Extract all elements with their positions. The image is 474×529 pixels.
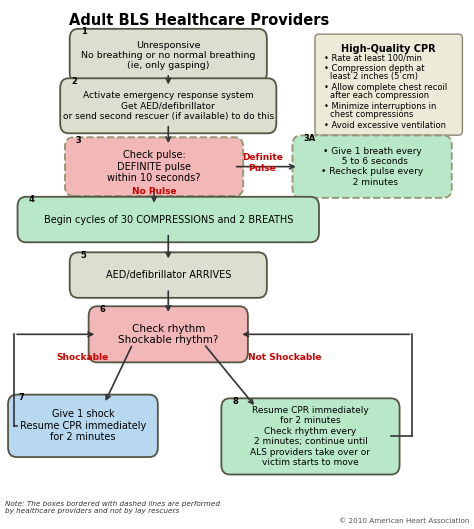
FancyBboxPatch shape [292,135,452,198]
Text: 5: 5 [81,251,86,260]
FancyBboxPatch shape [65,137,243,196]
FancyBboxPatch shape [70,29,267,82]
Text: least 2 inches (5 cm): least 2 inches (5 cm) [330,72,418,81]
Text: Activate emergency response system
Get AED/defibrillator
or send second rescuer : Activate emergency response system Get A… [63,91,274,121]
Text: Begin cycles of 30 COMPRESSIONS and 2 BREATHS: Begin cycles of 30 COMPRESSIONS and 2 BR… [44,215,293,224]
FancyBboxPatch shape [89,306,248,362]
Text: 3A: 3A [303,134,316,143]
Text: • Compression depth at: • Compression depth at [324,64,425,73]
Text: No Pulse: No Pulse [132,187,176,196]
Text: Unresponsive
No breathing or no normal breathing
(ie, only gasping): Unresponsive No breathing or no normal b… [81,41,255,70]
Text: Not Shockable: Not Shockable [247,352,321,362]
Text: 1: 1 [81,27,86,36]
Text: 3: 3 [76,135,82,144]
Text: Definite
Pulse: Definite Pulse [242,153,283,172]
Text: • Minimize interruptions in: • Minimize interruptions in [324,102,437,111]
Text: after each compression: after each compression [330,92,429,101]
FancyBboxPatch shape [60,78,276,133]
FancyBboxPatch shape [18,197,319,242]
FancyBboxPatch shape [315,34,462,135]
Text: Check pulse:
DEFINITE pulse
within 10 seconds?: Check pulse: DEFINITE pulse within 10 se… [108,150,201,183]
Text: 7: 7 [19,393,25,402]
Text: © 2010 American Heart Association: © 2010 American Heart Association [339,518,469,524]
Text: 2: 2 [71,77,77,86]
FancyBboxPatch shape [70,252,267,298]
Text: • Rate at least 100/min: • Rate at least 100/min [324,53,422,62]
Text: Check rhythm
Shockable rhythm?: Check rhythm Shockable rhythm? [118,324,219,345]
FancyBboxPatch shape [8,395,158,457]
Text: • Give 1 breath every
  5 to 6 seconds
• Recheck pulse every
  2 minutes: • Give 1 breath every 5 to 6 seconds • R… [321,147,423,187]
Text: Adult BLS Healthcare Providers: Adult BLS Healthcare Providers [69,13,329,28]
Text: Resume CPR immediately
for 2 minutes
Check rhythm every
2 minutes; continue unti: Resume CPR immediately for 2 minutes Che… [250,406,371,467]
Text: High-Quality CPR: High-Quality CPR [341,43,436,53]
Text: • Avoid excessive ventilation: • Avoid excessive ventilation [324,121,447,130]
Text: 8: 8 [232,397,238,406]
Text: Give 1 shock
Resume CPR immediately
for 2 minutes: Give 1 shock Resume CPR immediately for … [20,409,146,442]
Text: chest compressions: chest compressions [330,111,413,120]
Text: AED/defibrillator ARRIVES: AED/defibrillator ARRIVES [106,270,231,280]
FancyBboxPatch shape [221,398,400,475]
Text: • Allow complete chest recoil: • Allow complete chest recoil [324,83,448,92]
Text: 6: 6 [100,305,105,314]
Text: Note: The boxes bordered with dashed lines are performed
by healthcare providers: Note: The boxes bordered with dashed lin… [5,501,220,514]
Text: 4: 4 [28,195,34,204]
Text: Shockable: Shockable [57,352,109,362]
